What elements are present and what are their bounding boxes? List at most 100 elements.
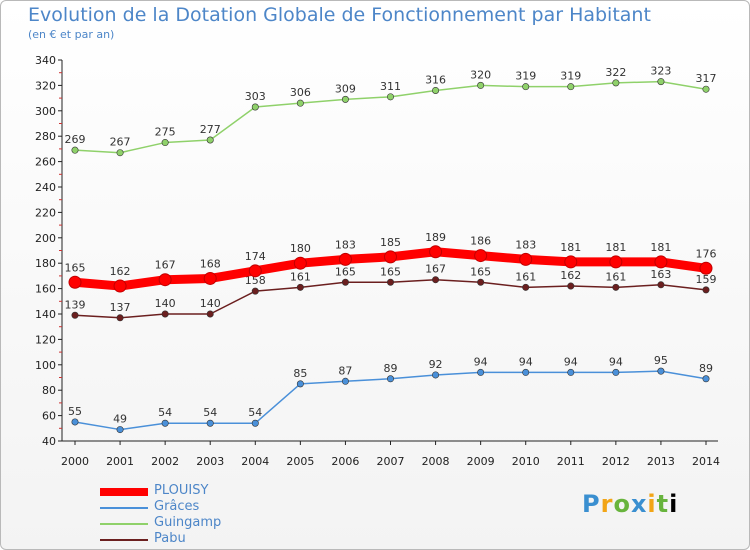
data-point bbox=[567, 368, 575, 376]
x-tick-label: 2000 bbox=[61, 455, 89, 468]
data-point bbox=[161, 310, 169, 318]
legend-swatch-guingamp bbox=[100, 523, 148, 525]
data-label: 303 bbox=[245, 90, 266, 103]
data-label: 54 bbox=[203, 406, 217, 419]
data-point bbox=[116, 314, 124, 322]
data-label: 267 bbox=[110, 136, 131, 149]
data-point bbox=[657, 367, 665, 375]
data-point bbox=[567, 282, 575, 290]
data-point bbox=[161, 419, 169, 427]
data-label: 95 bbox=[654, 354, 668, 367]
data-label: 54 bbox=[158, 406, 172, 419]
proxiti-logo: Proxiti bbox=[582, 490, 678, 518]
data-label: 322 bbox=[605, 66, 626, 79]
data-label: 311 bbox=[380, 80, 401, 93]
data-point bbox=[522, 368, 530, 376]
data-point bbox=[519, 252, 533, 266]
y-tick-label: 200 bbox=[35, 232, 56, 245]
data-label: 165 bbox=[65, 261, 86, 274]
data-label: 85 bbox=[293, 367, 307, 380]
logo-letter: t bbox=[656, 490, 670, 518]
logo-letter: i bbox=[647, 490, 657, 518]
data-point bbox=[116, 149, 124, 157]
data-label: 140 bbox=[200, 297, 221, 310]
data-label: 168 bbox=[200, 257, 221, 270]
data-point bbox=[296, 99, 304, 107]
data-label: 163 bbox=[650, 268, 671, 281]
y-tick-label: 80 bbox=[42, 384, 56, 397]
data-point bbox=[477, 368, 485, 376]
x-tick-label: 2014 bbox=[692, 455, 720, 468]
legend-item-pabu: Pabu bbox=[100, 531, 260, 548]
x-tick-label: 2010 bbox=[512, 455, 540, 468]
data-point bbox=[251, 103, 259, 111]
data-label: 180 bbox=[290, 242, 311, 255]
data-label: 181 bbox=[560, 241, 581, 254]
data-point bbox=[432, 86, 440, 94]
data-point bbox=[699, 261, 713, 275]
data-label: 189 bbox=[425, 231, 446, 244]
x-tick-label: 2001 bbox=[106, 455, 134, 468]
data-point bbox=[384, 250, 397, 264]
data-point bbox=[161, 139, 169, 147]
data-point bbox=[113, 279, 127, 293]
data-label: 87 bbox=[338, 364, 352, 377]
data-label: 162 bbox=[110, 265, 131, 278]
data-label: 165 bbox=[335, 265, 356, 278]
data-label: 167 bbox=[155, 259, 176, 272]
data-point bbox=[657, 78, 665, 86]
legend-item-guingamp: Guingamp bbox=[100, 515, 260, 532]
legend-swatch-plouisy bbox=[100, 488, 148, 496]
data-point bbox=[341, 377, 349, 385]
y-tick-label: 100 bbox=[35, 359, 56, 372]
data-point bbox=[341, 278, 349, 286]
legend-item-graces: Grâces bbox=[100, 499, 260, 516]
logo-letter: r bbox=[600, 490, 614, 518]
data-label: 137 bbox=[110, 301, 131, 314]
data-label: 94 bbox=[519, 355, 533, 368]
data-label: 306 bbox=[290, 86, 311, 99]
data-point bbox=[158, 273, 172, 287]
legend: PLOUISY Grâces Guingamp Pabu bbox=[100, 483, 260, 548]
data-point bbox=[68, 275, 82, 289]
chart-subtitle: (en € et par an) bbox=[28, 28, 115, 41]
legend-item-plouisy: PLOUISY bbox=[100, 483, 260, 500]
data-label: 159 bbox=[696, 273, 717, 286]
data-point bbox=[341, 95, 349, 103]
data-point bbox=[564, 255, 578, 269]
y-tick-label: 40 bbox=[42, 435, 56, 448]
data-point bbox=[251, 419, 259, 427]
data-label: 176 bbox=[696, 247, 717, 260]
data-point bbox=[296, 283, 304, 291]
data-label: 319 bbox=[560, 70, 581, 83]
data-label: 161 bbox=[515, 270, 536, 283]
data-point bbox=[429, 245, 443, 259]
x-tick-label: 2003 bbox=[196, 455, 224, 468]
data-point bbox=[702, 85, 710, 93]
x-tick-label: 2006 bbox=[331, 455, 359, 468]
data-label: 183 bbox=[335, 238, 356, 251]
data-point bbox=[71, 311, 79, 319]
data-label: 49 bbox=[113, 413, 127, 426]
data-label: 183 bbox=[515, 238, 536, 251]
data-point bbox=[612, 368, 620, 376]
data-point bbox=[432, 371, 440, 379]
logo-letter: o bbox=[613, 490, 631, 518]
data-label: 55 bbox=[68, 405, 82, 418]
y-tick-label: 60 bbox=[42, 410, 56, 423]
y-tick-label: 120 bbox=[35, 333, 56, 346]
logo-letter: x bbox=[630, 490, 648, 518]
data-label: 158 bbox=[245, 274, 266, 287]
chart-title: Evolution de la Dotation Globale de Fonc… bbox=[28, 4, 651, 26]
y-tick-label: 280 bbox=[35, 130, 56, 143]
data-point bbox=[612, 79, 620, 87]
data-label: 174 bbox=[245, 250, 266, 263]
data-label: 167 bbox=[425, 263, 446, 276]
data-point bbox=[474, 249, 488, 263]
y-tick-label: 140 bbox=[35, 308, 56, 321]
legend-label-guingamp: Guingamp bbox=[154, 515, 222, 530]
legend-swatch-graces bbox=[100, 507, 148, 509]
data-label: 165 bbox=[380, 265, 401, 278]
legend-label-pabu: Pabu bbox=[154, 531, 186, 546]
